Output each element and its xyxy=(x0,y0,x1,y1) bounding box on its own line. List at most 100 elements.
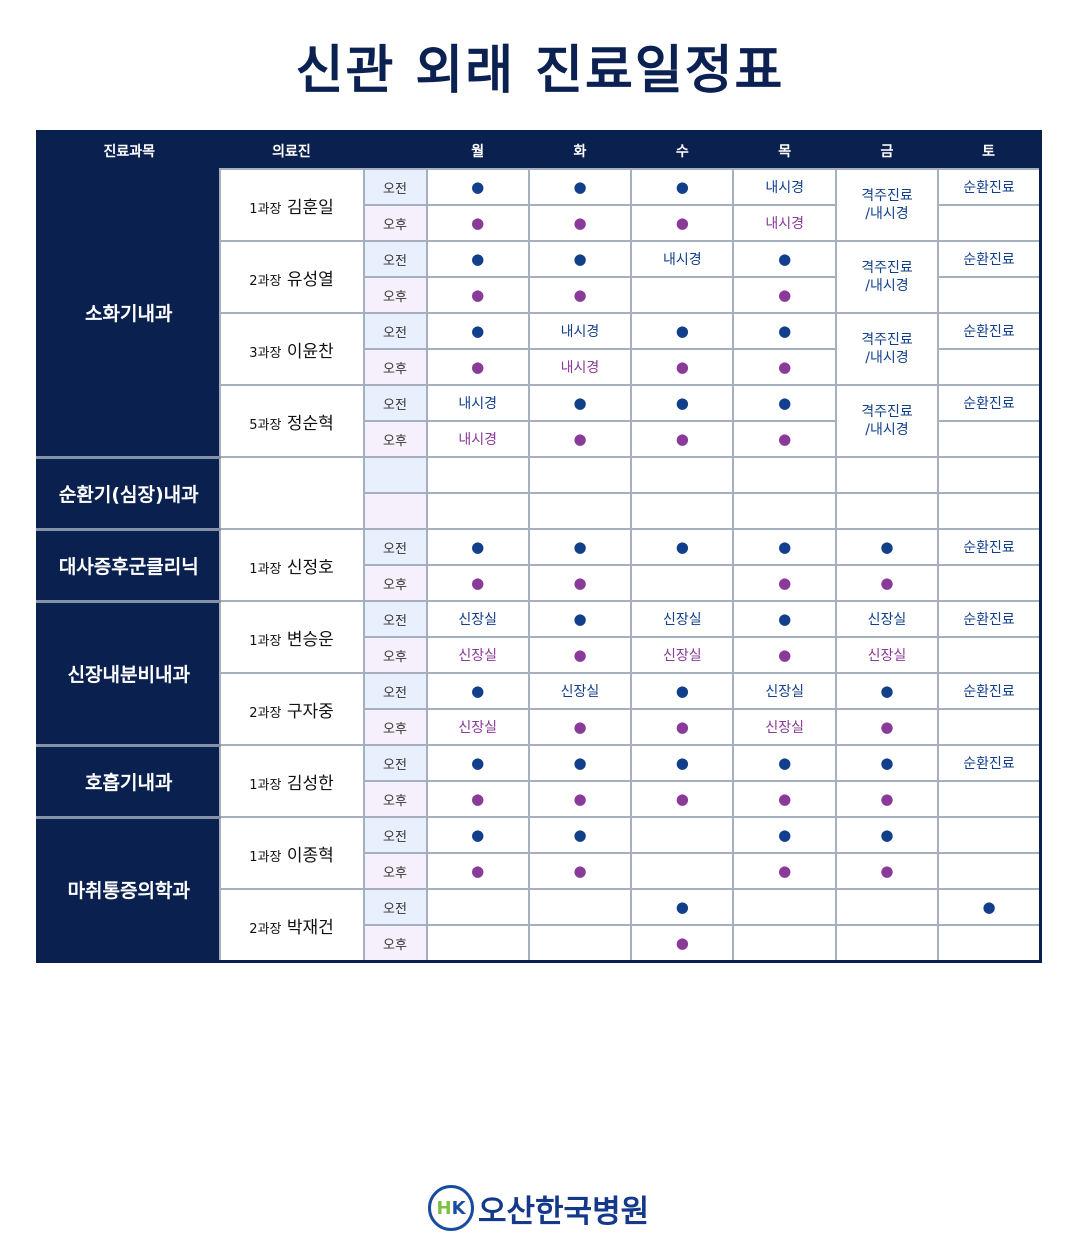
schedule-cell: ● xyxy=(425,564,530,602)
doctor-cell: 2과장 구자중 xyxy=(218,672,365,746)
schedule-cell xyxy=(834,456,940,494)
schedule-cell: ● xyxy=(630,420,735,458)
schedule-cell: 신장실 xyxy=(834,600,940,638)
schedule-cell: 신장실 xyxy=(834,636,940,674)
schedule-row: 2과장 박재건 오전 ● ● xyxy=(38,888,1042,963)
schedule-cell xyxy=(937,456,1042,494)
schedule-cell xyxy=(425,456,530,494)
page-title: 신관 외래 진료일정표 xyxy=(295,41,785,101)
schedule-cell xyxy=(527,456,633,494)
schedule-cell: ● xyxy=(630,312,735,350)
department-name: 호흡기내과 xyxy=(37,743,220,817)
schedule-cell xyxy=(937,564,1042,602)
schedule-cell: ● xyxy=(732,744,837,782)
schedule-cell: 신장실 xyxy=(732,708,837,746)
schedule-cell: 신장실 xyxy=(527,672,633,710)
schedule-cell: ● xyxy=(527,708,633,746)
schedule-cell: ● xyxy=(630,708,735,746)
schedule-row: 오후 ● ● ● xyxy=(38,276,1042,314)
schedule-cell: ● xyxy=(425,240,530,278)
schedule-row: 오후 신장실 ● ● 신장실 ● xyxy=(38,708,1042,746)
schedule-cell: ● xyxy=(732,636,837,674)
schedule-row: 순환기(심장)내과 xyxy=(37,455,1042,530)
schedule-cell: ● xyxy=(527,420,633,458)
schedule-cell: 신장실 xyxy=(630,600,735,638)
schedule-row: 2과장 유성열 오전 ● ● 내시경 ● 격주진료/내시경 순환진료 xyxy=(38,240,1042,314)
pm-label: 오후 xyxy=(362,348,428,386)
schedule-cell xyxy=(937,348,1042,386)
schedule-cell: 순환진료 xyxy=(937,528,1042,566)
schedule-cell: ● xyxy=(834,708,940,746)
schedule-cell: ● xyxy=(630,780,735,818)
schedule-cell: ● xyxy=(732,312,837,350)
schedule-cell: ● xyxy=(834,564,940,602)
pm-label: 오후 xyxy=(362,204,428,242)
schedule-row: 오후 ● 내시경 ● ● xyxy=(38,348,1042,386)
schedule-cell: ● xyxy=(527,384,633,422)
header-3: 월 xyxy=(426,131,529,169)
schedule-cell xyxy=(630,816,735,854)
schedule-cell xyxy=(937,852,1042,890)
schedule-cell: ● xyxy=(527,600,633,638)
schedule-cell xyxy=(425,888,530,926)
schedule-cell: ● xyxy=(425,348,530,386)
department-name: 순환기(심장)내과 xyxy=(37,455,220,529)
schedule-cell: ● xyxy=(834,780,940,818)
doctor-name: 구자중 xyxy=(286,701,334,722)
schedule-row: 신장내분비내과 1과장 변승운 오전 신장실 ● 신장실 ● 신장실 순환진료 xyxy=(37,599,1042,745)
header-5: 수 xyxy=(631,131,734,169)
schedule-table: 진료과목 의료진 월 화 수 목 금 토 소화기내과 1과장 김훈일 오전 ● ● ● 내시경 격주진료/내… xyxy=(36,130,1042,963)
schedule-cell: 순환진료 xyxy=(937,744,1042,782)
pm-label: 오후 xyxy=(362,780,428,818)
schedule-cell: ● xyxy=(527,168,633,206)
schedule-cell xyxy=(732,492,837,530)
schedule-row: 오후 내시경 ● ● ● xyxy=(38,420,1042,458)
schedule-cell: ● xyxy=(834,744,940,782)
schedule-row: 5과장 정순혁 오전 내시경 ● ● ● 격주진료/내시경 순환진료 xyxy=(38,384,1042,458)
schedule-cell: ● xyxy=(732,600,837,638)
am-label: 오전 xyxy=(362,816,428,854)
schedule-cell xyxy=(937,636,1042,674)
logo-text: 오산한국병원 xyxy=(478,1193,650,1230)
schedule-cell: ● xyxy=(732,852,837,890)
schedule-cell: ● xyxy=(732,528,837,566)
schedule-cell: 순환진료 xyxy=(937,384,1042,422)
schedule-row: 오후 ● ● ● ● ● xyxy=(38,780,1042,818)
doctor-cell: 1과장 변승운 xyxy=(218,600,365,674)
doctor-title: 2과장 xyxy=(249,705,282,721)
doctor-name: 변승운 xyxy=(286,629,334,650)
schedule-cell: ● xyxy=(527,816,633,854)
schedule-cell: ● xyxy=(732,420,837,458)
schedule-cell: ● xyxy=(732,816,837,854)
schedule-row: 오후 신장실 ● 신장실 ● 신장실 xyxy=(38,636,1042,674)
schedule-cell: 순환진료 xyxy=(937,168,1042,206)
schedule-cell: ● xyxy=(732,384,837,422)
schedule-cell: 순환진료 xyxy=(937,600,1042,638)
schedule-cell: 내시경 xyxy=(732,168,837,206)
doctor-title: 2과장 xyxy=(249,921,282,937)
schedule-cell xyxy=(630,852,735,890)
schedule-cell: ● xyxy=(630,348,735,386)
schedule-row: 마취통증의학과 1과장 이종혁 오전 ● ● ● ● xyxy=(37,815,1042,962)
schedule-cell: ● xyxy=(630,924,735,963)
schedule-cell: 신장실 xyxy=(425,708,530,746)
header-row: 진료과목 의료진 월 화 수 목 금 토 xyxy=(37,131,1041,169)
schedule-cell xyxy=(732,924,837,963)
pm-label: 오후 xyxy=(362,636,428,674)
schedule-cell: 순환진료 xyxy=(937,240,1042,278)
schedule-cell: ● xyxy=(527,780,633,818)
schedule-cell: 순환진료 xyxy=(937,672,1042,710)
doctor-cell: 2과장 박재건 xyxy=(218,888,365,963)
schedule-cell xyxy=(527,888,633,926)
pm-label xyxy=(362,492,428,530)
doctor-title: 1과장 xyxy=(249,633,282,649)
schedule-cell: ● xyxy=(630,672,735,710)
schedule-cell: ● xyxy=(527,744,633,782)
schedule-cell xyxy=(630,492,735,530)
friday-merged-cell: 격주진료/내시경 xyxy=(834,240,940,314)
schedule-cell xyxy=(937,420,1042,458)
schedule-cell: ● xyxy=(527,276,633,314)
schedule-cell: 신장실 xyxy=(425,636,530,674)
